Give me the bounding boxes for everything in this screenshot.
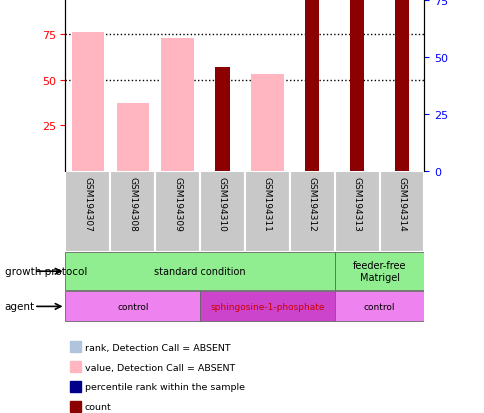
Bar bbox=[65, 292, 199, 321]
Bar bbox=[215, 68, 229, 171]
Bar bbox=[251, 75, 283, 171]
Bar bbox=[378, 171, 424, 252]
Bar bbox=[155, 171, 200, 252]
Bar bbox=[334, 292, 424, 321]
Bar bbox=[65, 253, 334, 290]
Bar bbox=[394, 0, 408, 171]
Text: GSM194308: GSM194308 bbox=[128, 177, 137, 232]
Text: count: count bbox=[85, 402, 111, 411]
Bar bbox=[349, 0, 363, 171]
Text: standard condition: standard condition bbox=[154, 266, 245, 277]
Text: GSM194313: GSM194313 bbox=[352, 177, 361, 232]
Text: sphingosine-1-phosphate: sphingosine-1-phosphate bbox=[210, 302, 324, 311]
Bar bbox=[334, 253, 424, 290]
Text: GSM194310: GSM194310 bbox=[217, 177, 227, 232]
Text: GSM194312: GSM194312 bbox=[307, 177, 316, 232]
Text: percentile rank within the sample: percentile rank within the sample bbox=[85, 382, 244, 392]
Text: agent: agent bbox=[5, 301, 35, 312]
Bar bbox=[244, 171, 289, 252]
Text: control: control bbox=[363, 302, 394, 311]
Text: GSM194307: GSM194307 bbox=[83, 177, 92, 232]
Bar bbox=[110, 171, 155, 252]
Bar bbox=[200, 292, 334, 321]
Text: growth protocol: growth protocol bbox=[5, 266, 87, 277]
Bar bbox=[65, 171, 110, 252]
Bar bbox=[304, 0, 318, 171]
Bar bbox=[161, 39, 194, 171]
Bar bbox=[334, 171, 378, 252]
Bar bbox=[289, 171, 334, 252]
Text: control: control bbox=[117, 302, 148, 311]
Text: GSM194309: GSM194309 bbox=[173, 177, 182, 232]
Text: GSM194311: GSM194311 bbox=[262, 177, 272, 232]
Text: GSM194314: GSM194314 bbox=[396, 177, 406, 232]
Text: rank, Detection Call = ABSENT: rank, Detection Call = ABSENT bbox=[85, 343, 230, 352]
Text: value, Detection Call = ABSENT: value, Detection Call = ABSENT bbox=[85, 363, 235, 372]
Text: feeder-free
Matrigel: feeder-free Matrigel bbox=[352, 261, 406, 282]
Bar bbox=[72, 33, 104, 171]
Bar bbox=[200, 171, 244, 252]
Bar bbox=[116, 104, 149, 171]
